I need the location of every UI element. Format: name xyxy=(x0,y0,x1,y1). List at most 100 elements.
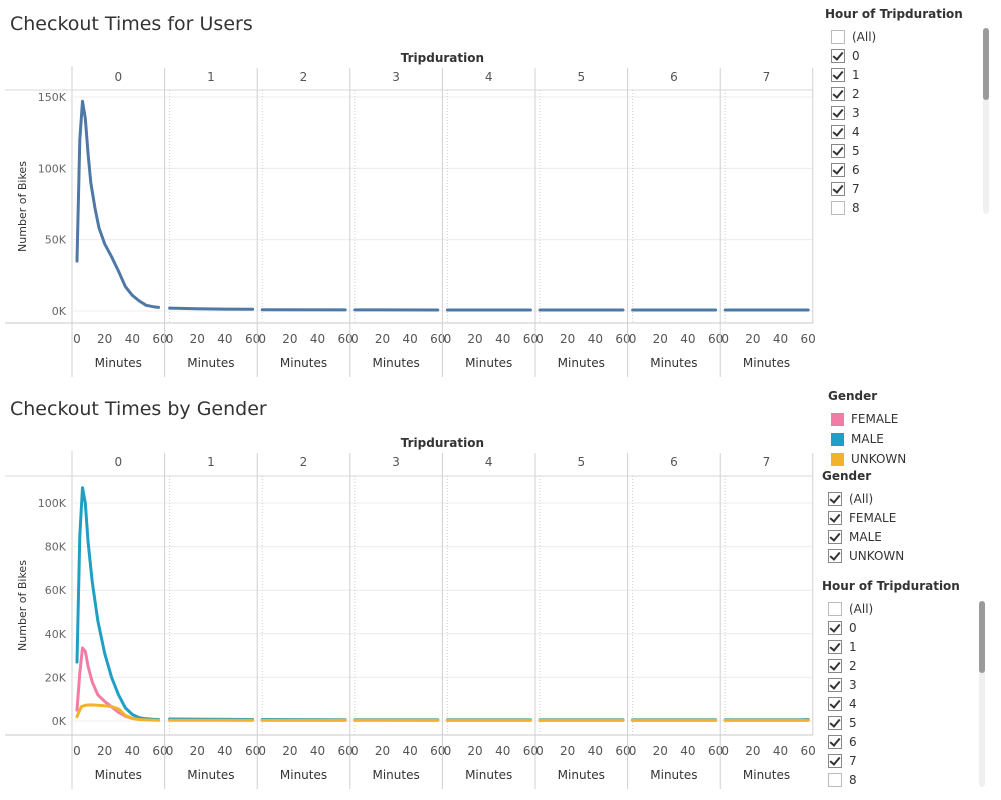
filter-option[interactable]: 5 xyxy=(831,141,995,160)
filter-option[interactable]: 4 xyxy=(831,122,995,141)
x-tick-label: 20 xyxy=(653,744,668,758)
x-tick-label: 40 xyxy=(217,332,232,346)
checked-checkbox[interactable] xyxy=(828,734,842,749)
charts-canvas: Checkout Times for UsersTripduration0K50… xyxy=(5,13,816,789)
unchecked-checkbox[interactable] xyxy=(831,29,845,44)
filter-option[interactable]: 7 xyxy=(831,179,995,198)
filter-option[interactable]: FEMALE xyxy=(828,508,992,527)
checked-checkbox[interactable] xyxy=(828,696,842,711)
filter-option[interactable]: 7 xyxy=(828,751,992,770)
filter-option[interactable]: 0 xyxy=(831,46,995,65)
filter-option-label: 6 xyxy=(849,734,857,749)
filter-option-label: 4 xyxy=(849,696,857,711)
x-tick-label: 60 xyxy=(430,744,445,758)
filter-option-label: 6 xyxy=(852,162,860,177)
filter-option[interactable]: 3 xyxy=(831,103,995,122)
checked-checkbox[interactable] xyxy=(828,548,842,563)
filter-option[interactable]: MALE xyxy=(828,527,992,546)
x-tick-label: 60 xyxy=(801,332,816,346)
y-tick-label: 50K xyxy=(45,234,67,247)
filter-title: Hour of Tripduration xyxy=(825,7,963,21)
filter-top-scroll-thumb[interactable] xyxy=(983,28,989,100)
checked-checkbox[interactable] xyxy=(828,529,842,544)
checked-checkbox[interactable] xyxy=(831,181,845,196)
checked-checkbox[interactable] xyxy=(828,658,842,673)
filter-option-label: 3 xyxy=(849,677,857,692)
filter-top-scrollbar[interactable] xyxy=(983,28,989,214)
filter-option[interactable]: 6 xyxy=(831,160,995,179)
checked-checkbox[interactable] xyxy=(828,491,842,506)
filter-option[interactable]: 2 xyxy=(831,84,995,103)
checked-checkbox[interactable] xyxy=(831,86,845,101)
x-tick-label: 40 xyxy=(588,332,603,346)
checked-checkbox[interactable] xyxy=(828,715,842,730)
x-tick-label: 20 xyxy=(375,744,390,758)
y-axis-title: Number of Bikes xyxy=(16,560,29,651)
filter-option[interactable]: (All) xyxy=(828,599,992,618)
checked-checkbox[interactable] xyxy=(831,48,845,63)
checked-checkbox[interactable] xyxy=(831,105,845,120)
checked-checkbox[interactable] xyxy=(831,67,845,82)
filter-option[interactable]: (All) xyxy=(831,27,995,46)
filter-option[interactable]: 0 xyxy=(828,618,992,637)
x-tick-label: 0 xyxy=(166,744,174,758)
filter-option[interactable]: 3 xyxy=(828,675,992,694)
filter-option[interactable]: 4 xyxy=(828,694,992,713)
x-tick-label: 0 xyxy=(258,744,266,758)
legend-item[interactable]: MALE xyxy=(831,429,988,449)
checked-checkbox[interactable] xyxy=(828,639,842,654)
pane-header-4: 4 xyxy=(485,455,493,469)
unchecked-checkbox[interactable] xyxy=(831,200,845,215)
pane-header-7: 7 xyxy=(763,455,771,469)
x-tick-label: 0 xyxy=(536,332,544,346)
filter-option[interactable]: 8 xyxy=(828,770,992,789)
legend-item[interactable]: UNKOWN xyxy=(831,449,988,469)
unchecked-checkbox[interactable] xyxy=(828,772,842,787)
checked-checkbox[interactable] xyxy=(828,510,842,525)
x-tick-label: 60 xyxy=(245,744,260,758)
x-tick-label: 40 xyxy=(588,744,603,758)
filter-bottom-scroll-thumb[interactable] xyxy=(979,601,985,673)
filter-option[interactable]: 5 xyxy=(828,713,992,732)
pane-header-5: 5 xyxy=(577,70,585,84)
checked-checkbox[interactable] xyxy=(831,162,845,177)
checked-checkbox[interactable] xyxy=(831,124,845,139)
y-tick-label: 0K xyxy=(52,715,67,728)
x-tick-label: 40 xyxy=(680,332,695,346)
x-tick-label: 20 xyxy=(282,332,297,346)
legend-swatch xyxy=(831,432,844,446)
checked-checkbox[interactable] xyxy=(828,677,842,692)
filter-option[interactable]: 2 xyxy=(828,656,992,675)
pane-header-7: 7 xyxy=(763,70,771,84)
filter-option[interactable]: (All) xyxy=(828,489,992,508)
x-tick-label: 0 xyxy=(166,332,174,346)
unchecked-checkbox[interactable] xyxy=(828,601,842,616)
x-tick-label: 20 xyxy=(653,332,668,346)
column-header: Tripduration xyxy=(401,51,484,65)
x-tick-label: 60 xyxy=(708,332,723,346)
checked-checkbox[interactable] xyxy=(828,620,842,635)
filter-option-label: 7 xyxy=(852,181,860,196)
x-tick-label: 0 xyxy=(351,332,359,346)
filter-option[interactable]: 8 xyxy=(831,198,995,217)
x-tick-label: 60 xyxy=(430,332,445,346)
filter-bottom-scrollbar[interactable] xyxy=(979,601,985,787)
x-axis-title: Minutes xyxy=(743,768,790,782)
filter-option[interactable]: 6 xyxy=(828,732,992,751)
filter-option[interactable]: 1 xyxy=(828,637,992,656)
x-tick-label: 20 xyxy=(190,744,205,758)
filter-option[interactable]: UNKOWN xyxy=(828,546,992,565)
x-axis-title: Minutes xyxy=(187,356,234,370)
legend-item[interactable]: FEMALE xyxy=(831,409,988,429)
filter-option[interactable]: 1 xyxy=(831,65,995,84)
filter-option-label: 8 xyxy=(849,772,857,787)
x-tick-label: 20 xyxy=(97,332,112,346)
x-tick-label: 20 xyxy=(560,744,575,758)
checked-checkbox[interactable] xyxy=(828,753,842,768)
x-tick-label: 60 xyxy=(245,332,260,346)
x-tick-label: 40 xyxy=(310,332,325,346)
x-tick-label: 60 xyxy=(523,332,538,346)
x-axis-title: Minutes xyxy=(465,356,512,370)
checked-checkbox[interactable] xyxy=(831,143,845,158)
filter-option-label: 0 xyxy=(852,48,860,63)
